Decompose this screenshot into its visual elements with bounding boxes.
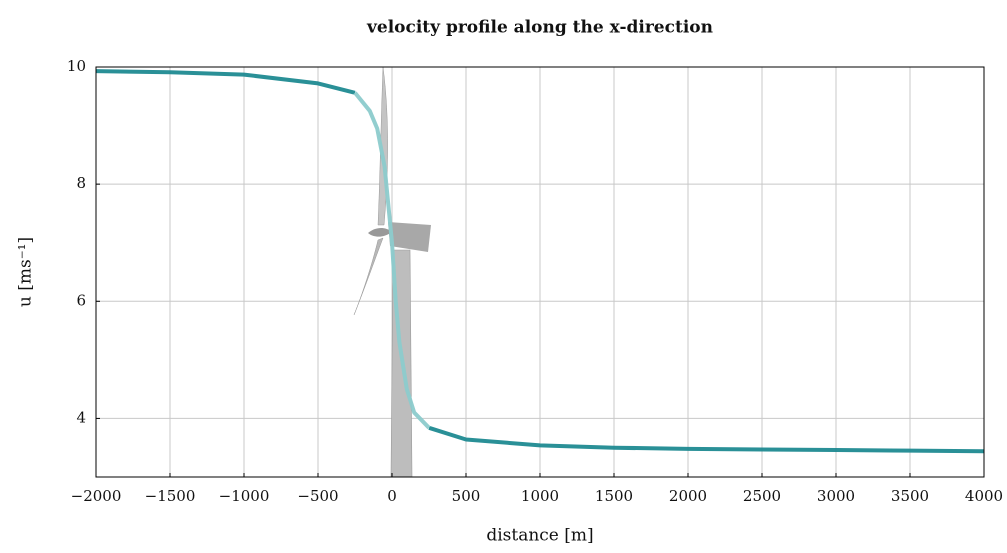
x-tick-label: 500 bbox=[452, 487, 481, 505]
x-tick-label: 3500 bbox=[891, 487, 929, 505]
x-tick-label: −2000 bbox=[71, 487, 122, 505]
x-tick-label: 1500 bbox=[595, 487, 633, 505]
line-series bbox=[353, 91, 431, 430]
x-axis-label: distance [m] bbox=[486, 526, 593, 546]
x-tick-label: −500 bbox=[297, 487, 338, 505]
chart-title: velocity profile along the x-direction bbox=[366, 18, 713, 38]
x-tick-label: 2000 bbox=[669, 487, 707, 505]
line-series bbox=[95, 69, 985, 454]
x-tick-label: 0 bbox=[387, 487, 397, 505]
x-tick-label: 3000 bbox=[817, 487, 855, 505]
grid bbox=[95, 66, 985, 477]
x-tick-label: 1000 bbox=[521, 487, 559, 505]
x-tick-label: 4000 bbox=[965, 487, 1003, 505]
x-tick-label: −1500 bbox=[145, 487, 196, 505]
y-tick-label: 4 bbox=[76, 408, 86, 426]
y-tick-label: 8 bbox=[76, 174, 86, 192]
y-tick-label: 10 bbox=[67, 57, 86, 75]
y-axis-label: u [ms⁻¹] bbox=[16, 237, 36, 307]
x-tick-label: 2500 bbox=[743, 487, 781, 505]
x-tick-label: −1000 bbox=[219, 487, 270, 505]
plot bbox=[95, 69, 985, 454]
y-tick-label: 6 bbox=[76, 291, 86, 309]
